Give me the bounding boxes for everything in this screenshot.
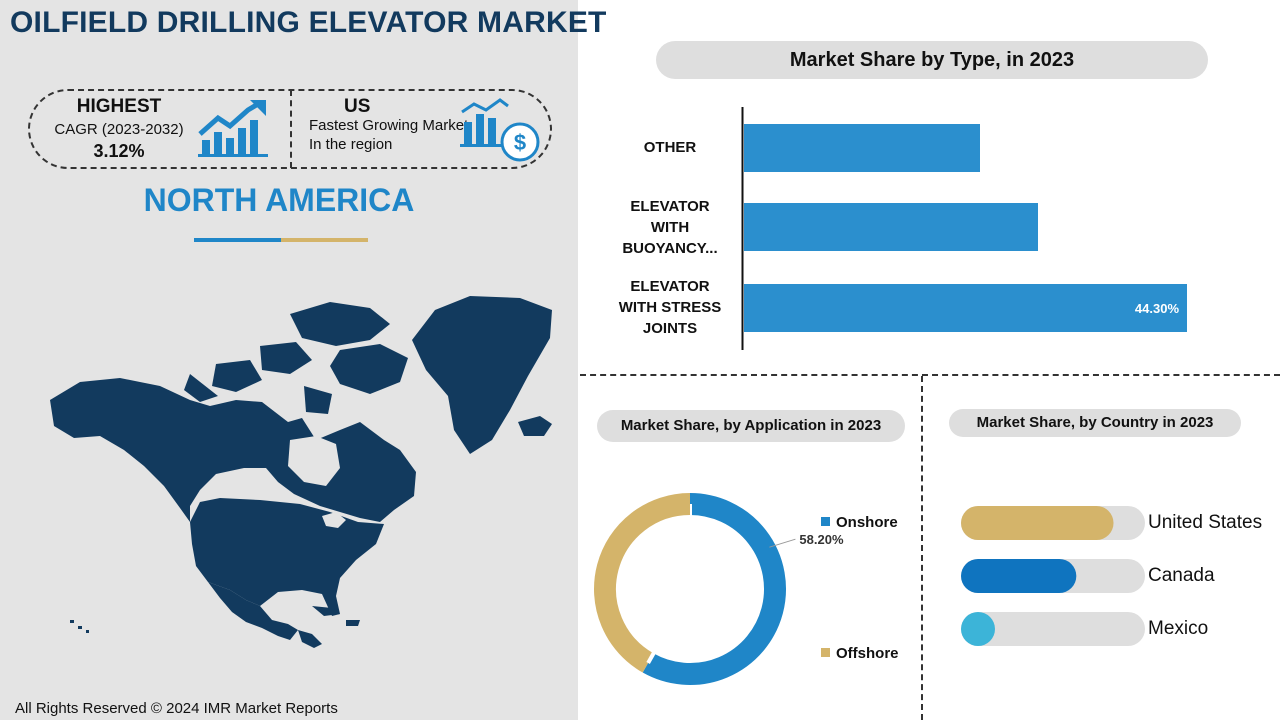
country-bar-fill-2 [961,559,1077,593]
country-bar-track [961,612,1145,646]
bar-3 [744,284,1187,332]
section-divider-horizontal [580,374,1280,376]
kpi-fastest-desc: Fastest Growing Market In the region [309,117,469,153]
dollar-bar-chart-icon: $ [460,98,540,162]
bar-category-label: OTHER [643,139,697,156]
region-underline [194,238,368,242]
svg-text:$: $ [514,130,526,155]
bar-2 [744,203,1038,251]
bar-data-label: 44.30% [1135,301,1180,316]
type-bar-chart: 44.30% [741,107,1187,350]
donut-data-label: 58.20% [799,532,844,547]
legend-swatch [821,517,830,526]
donut-slice-gap [646,651,656,664]
type-chart-title: Market Share by Type, in 2023 [656,41,1208,79]
region-title: NORTH AMERICA [143,182,415,218]
bar-category-label: ELEVATOR WITH STRESS JOINTS [618,278,722,337]
section-divider-vertical [921,376,923,720]
country-bar-chart [961,506,1145,646]
north-america-map [50,296,552,648]
country-bar-fill-3 [961,612,995,646]
donut-slice-onshore [642,493,786,685]
kpi-cagr-label: CAGR (2023-2032) [54,121,184,138]
country-label-mexico: Mexico [1148,618,1209,639]
legend-swatch [821,648,830,657]
growth-chart-icon [198,100,268,157]
donut-slice-offshore [594,493,691,673]
bar-1 [744,124,980,172]
country-label-canada: Canada [1148,565,1215,586]
legend-item-offshore: Offshore [821,645,899,662]
kpi-fastest-label: US [344,96,371,117]
country-label-united-states: United States [1148,512,1263,533]
legend-item-onshore: Onshore [821,514,898,531]
bar-category-label: ELEVATOR WITH BUOYANCY... [622,198,718,257]
page-title: OILFIELD DRILLING ELEVATOR MARKET [10,6,607,39]
donut-leader-line [769,538,796,548]
country-bar-fill-1 [961,506,1114,540]
country-chart-title: Market Share, by Country in 2023 [949,409,1241,437]
kpi-divider [290,90,292,168]
kpi-highest-label: HIGHEST [76,96,162,117]
kpi-cagr-value: 3.12% [93,141,145,161]
footer-copyright: All Rights Reserved © 2024 IMR Market Re… [15,700,338,717]
application-donut-chart: 58.20% [594,493,844,685]
application-chart-title: Market Share, by Application in 2023 [597,410,905,442]
